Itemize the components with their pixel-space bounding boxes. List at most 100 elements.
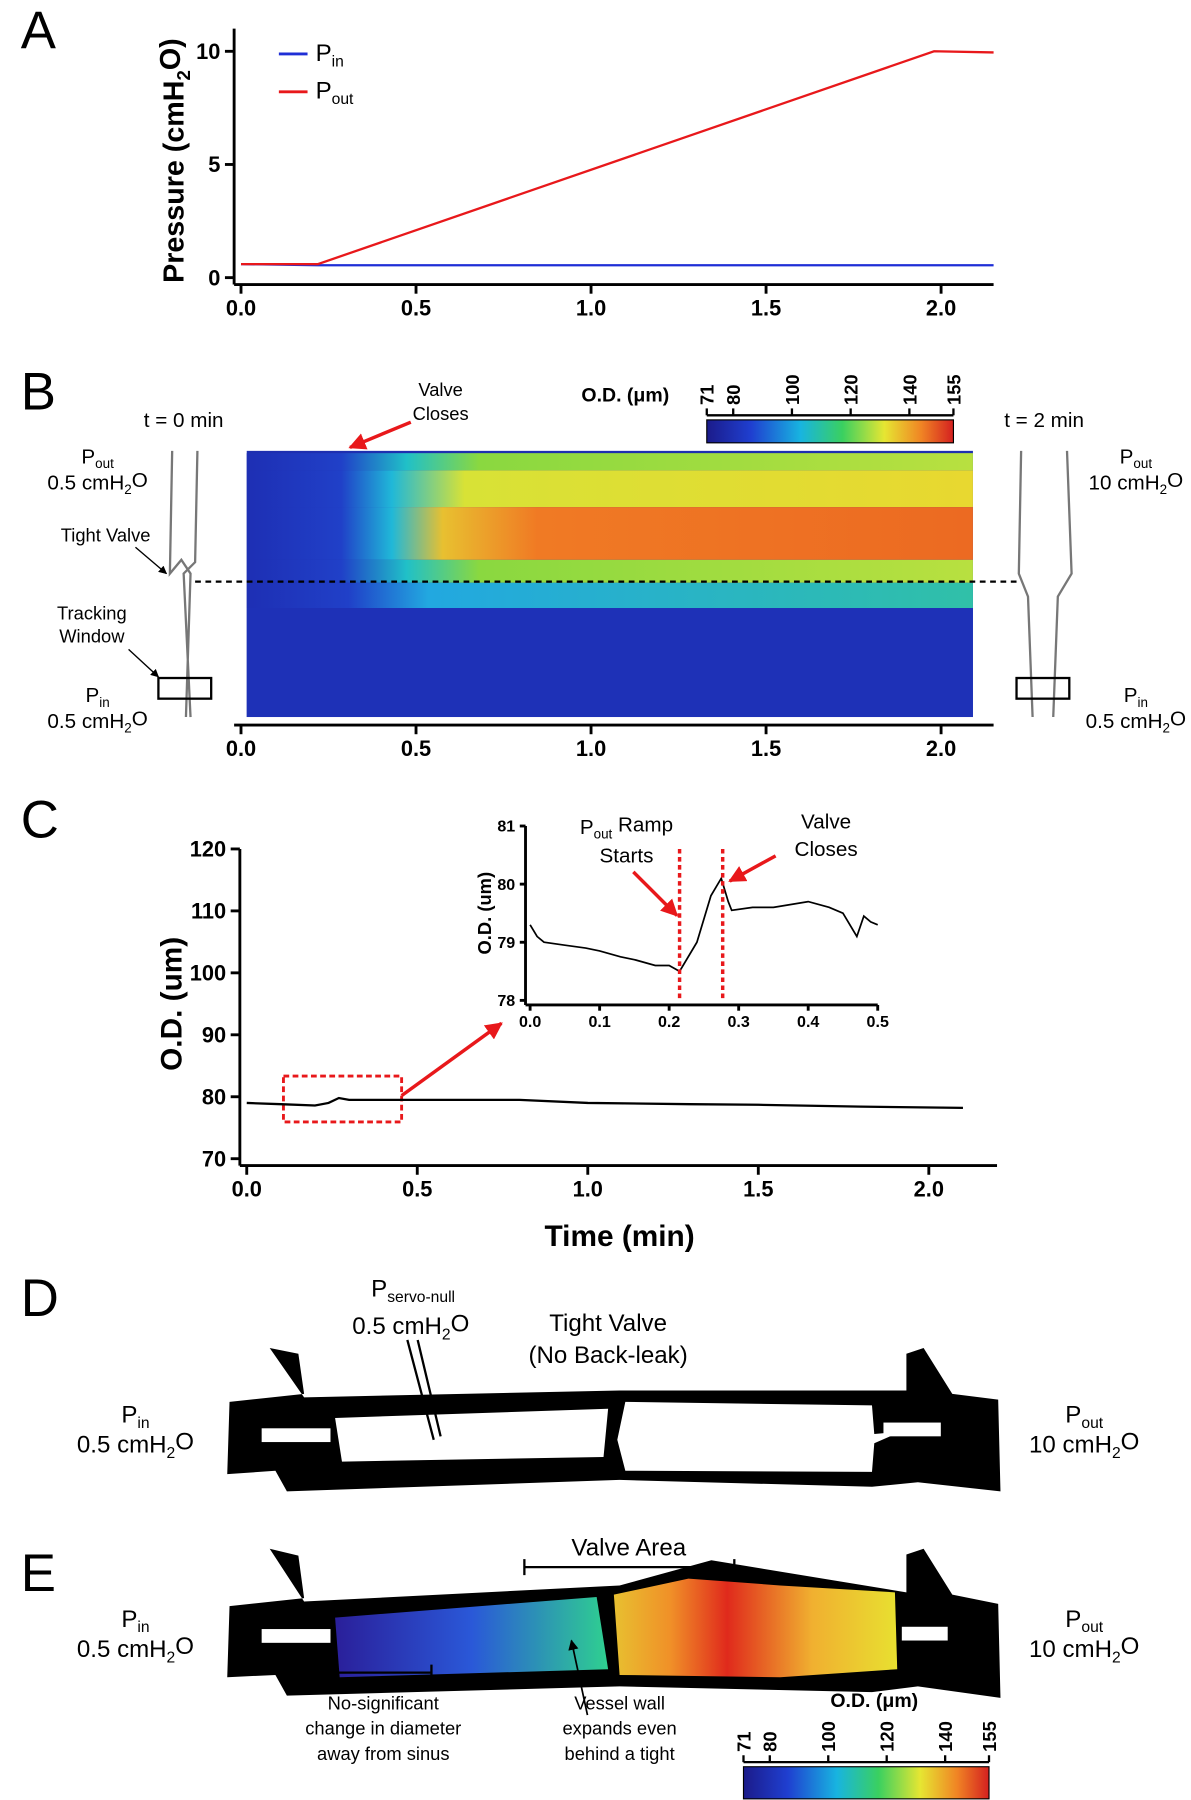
x-tick-label: 2.0: [926, 736, 956, 761]
pressure-label: 0.5 cmH2O: [77, 1633, 194, 1666]
x-tick-label: 0.5: [867, 1013, 889, 1031]
text-part: 10 cmH: [1029, 1432, 1112, 1459]
pressure-label: 10 cmH2O: [1089, 469, 1184, 497]
annotation: Valve Area: [571, 1535, 686, 1562]
pressure-label: Pin: [121, 1606, 149, 1636]
subscript: out: [1081, 1619, 1103, 1636]
y-tick-label: 110: [191, 899, 226, 924]
text-part: 0.5 cmH: [77, 1432, 167, 1459]
annotation: expands even: [562, 1718, 676, 1739]
colorbar: [742, 1766, 990, 1800]
annotation: Closes: [795, 838, 858, 861]
colorbar-tick-label: 155: [979, 1721, 1000, 1752]
subscript: out: [95, 456, 114, 471]
x-tick-label: 0.0: [519, 1013, 541, 1031]
x-tick-label: 0.4: [797, 1013, 819, 1031]
subscript: 2: [167, 1445, 176, 1462]
x-tick-label: 0.3: [728, 1013, 750, 1031]
x-tick-label: 0.1: [588, 1013, 610, 1031]
text-part: P: [371, 1275, 387, 1302]
annotation: Tight Valve: [61, 524, 151, 545]
text-part: 10 cmH: [1089, 471, 1160, 494]
colorbar-tick-label: 155: [943, 374, 964, 405]
colorbar-tick-label: 120: [877, 1721, 898, 1752]
y-tick-label: 78: [497, 992, 515, 1010]
vessel-d: [227, 1339, 1001, 1492]
data-line: [246, 1096, 963, 1110]
colorbar-tick-label: 71: [697, 385, 718, 405]
subscript: in: [137, 1619, 149, 1636]
legend-label: Pin: [316, 40, 344, 70]
annotation: Valve: [418, 379, 463, 400]
subscript: 2: [1112, 1445, 1121, 1462]
panel-letter: B: [21, 363, 56, 422]
panel-letter: D: [21, 1269, 59, 1328]
annotation: change in diameter: [305, 1718, 461, 1739]
subscript: 2: [124, 721, 131, 736]
pressure-label: 10 cmH2O: [1029, 1633, 1139, 1666]
pressure-label: Pin: [85, 684, 109, 710]
text-part: O: [1121, 1429, 1140, 1456]
pressure-label: Pin: [121, 1402, 149, 1432]
colorbar-tick-label: 120: [841, 374, 862, 405]
x-tick-label: 1.5: [743, 1177, 773, 1202]
y-tick-label: 70: [202, 1146, 226, 1171]
panel-letter: E: [21, 1544, 56, 1603]
text-part: O: [451, 1310, 470, 1337]
y-tick-label: 100: [190, 960, 226, 985]
text-part: 0.5 cmH: [47, 471, 124, 494]
time-label: t = 0 min: [144, 409, 224, 432]
pressure-label: 0.5 cmH2O: [47, 707, 147, 735]
subscript: out: [1081, 1415, 1103, 1432]
text-part: P: [121, 1606, 137, 1633]
text-part: P: [85, 684, 99, 707]
x-tick-label: 1.5: [751, 295, 781, 320]
text-part: P: [580, 816, 594, 839]
y-tick-label: 0: [208, 265, 220, 290]
pressure-label: Pout: [1065, 1402, 1103, 1432]
text-part: P: [316, 78, 332, 105]
annotation: Valve: [801, 810, 851, 833]
text-part: O: [175, 1429, 194, 1456]
pressure-label: 0.5 cmH2O: [1086, 707, 1186, 735]
y-tick-label: 5: [208, 152, 220, 177]
annotation: Window: [59, 625, 125, 646]
x-tick-label: 0.5: [402, 1177, 432, 1202]
x-tick-label: 1.0: [573, 1177, 603, 1202]
colorbar-tick-label: 71: [733, 1731, 754, 1751]
pressure-label: Pout: [1120, 445, 1153, 471]
text-part: O: [132, 469, 148, 492]
colorbar: [706, 419, 955, 444]
x-tick-label: 0.5: [401, 736, 431, 761]
x-tick-label: 1.5: [751, 736, 781, 761]
colorbar-tick-label: 100: [818, 1721, 839, 1752]
subscript: out: [594, 827, 613, 842]
y-tick-label: 79: [497, 934, 515, 952]
vessel-e: [227, 1548, 1001, 1716]
annotation: away from sinus: [317, 1743, 450, 1764]
text-part: Pressure (cmH: [159, 81, 191, 283]
colorbar-tick-label: 80: [723, 385, 744, 405]
annotation: Closes: [413, 403, 469, 424]
x-tick-label: 2.0: [926, 295, 956, 320]
x-tick-label: 0.0: [232, 1177, 262, 1202]
colorbar-title: O.D. (μm): [581, 385, 669, 407]
text-part: 0.5 cmH: [1086, 710, 1163, 733]
subscript: 2: [1160, 482, 1167, 497]
time-label: t = 2 min: [1004, 409, 1084, 432]
subscript: 2: [1112, 1649, 1121, 1666]
x-tick-label: 0.0: [226, 295, 256, 320]
inset-arrow: [400, 1021, 503, 1097]
x-tick-label: 1.0: [576, 736, 606, 761]
text-part: P: [1065, 1402, 1081, 1429]
subscript: 2: [442, 1327, 451, 1344]
text-part: 10 cmH: [1029, 1636, 1112, 1663]
y-tick-label: 80: [202, 1084, 226, 1109]
text-part: P: [1065, 1606, 1081, 1633]
annotation: Pout Ramp: [580, 814, 673, 842]
y-tick-label: 10: [196, 39, 220, 64]
colorbar-tick-label: 100: [782, 374, 803, 405]
annotation-arrow: [128, 648, 160, 678]
x-tick-label: 1.0: [576, 295, 606, 320]
